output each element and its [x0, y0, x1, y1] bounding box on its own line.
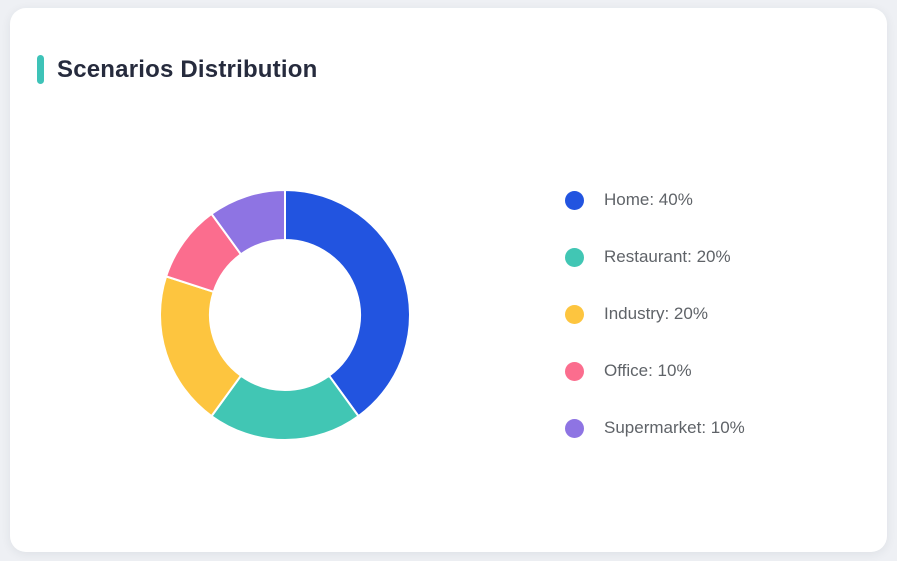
page-title: Scenarios Distribution — [57, 55, 318, 83]
legend-item-industry[interactable]: Industry: 20% — [565, 302, 745, 326]
legend-item-office[interactable]: Office: 10% — [565, 359, 745, 383]
legend-label: Office: 10% — [604, 361, 692, 380]
legend-dot-icon — [565, 418, 584, 438]
legend: Home: 40% Restaurant: 20% Industry: 20% Off… — [565, 188, 745, 440]
legend-dot-icon — [565, 361, 584, 381]
card-header: Scenarios Distribution — [37, 55, 317, 84]
legend-label: Restaurant: 20% — [604, 247, 731, 266]
legend-label: Industry: 20% — [604, 304, 708, 323]
legend-dot-icon — [565, 247, 584, 267]
donut-segment-supermarket[interactable] — [210, 189, 286, 256]
legend-label: Supermarket: 10% — [604, 418, 745, 437]
legend-item-supermarket[interactable]: Supermarket: 10% — [565, 416, 745, 440]
title-accent-bar — [37, 55, 44, 84]
scenarios-distribution-card: Scenarios Distribution Home: 40% Restaura… — [10, 8, 887, 552]
donut-chart — [159, 189, 411, 441]
legend-item-restaurant[interactable]: Restaurant: 20% — [565, 245, 745, 269]
donut-segment-home[interactable] — [284, 189, 411, 418]
legend-label: Home: 40% — [604, 190, 693, 209]
legend-dot-icon — [565, 190, 584, 210]
legend-item-home[interactable]: Home: 40% — [565, 188, 745, 212]
legend-dot-icon — [565, 304, 584, 324]
